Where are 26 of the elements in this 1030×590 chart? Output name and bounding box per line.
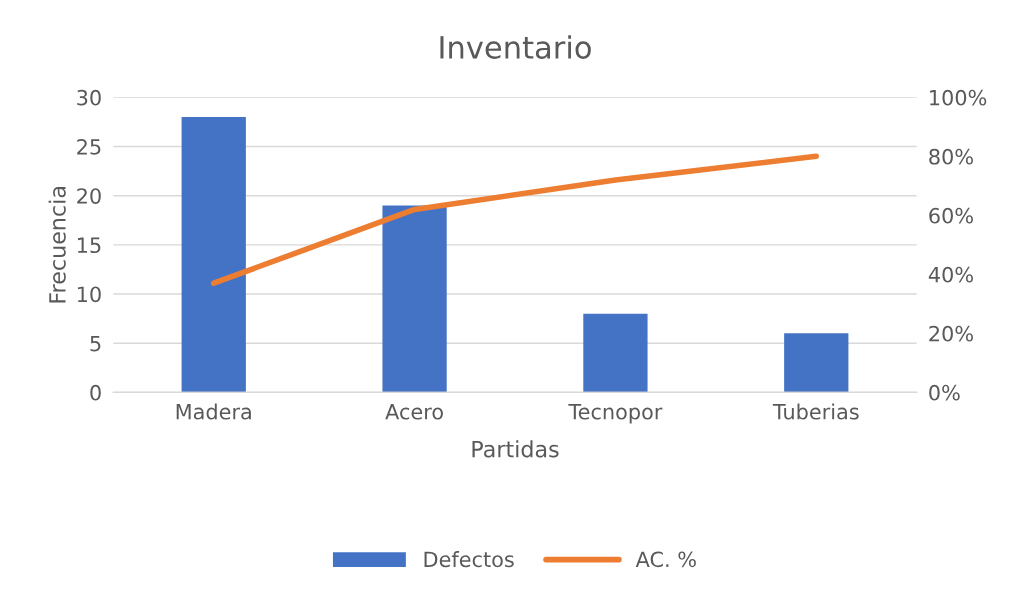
y2-tick-label: 40% <box>928 266 973 283</box>
y-axis-title: Frecuencia <box>48 187 66 303</box>
bar <box>181 117 246 393</box>
x-tick-label: Madera <box>176 403 251 420</box>
chart-title: Inventario <box>440 35 591 59</box>
y2-tick-label: 0% <box>929 384 960 401</box>
y-tick-label: 20 <box>77 188 101 204</box>
x-tick-label: Tuberias <box>772 403 859 420</box>
y-tick-label: 30 <box>77 89 101 106</box>
y2-tick-label: 20% <box>929 325 973 342</box>
y2-tick-label: 100% <box>930 89 987 106</box>
y-tick-label: 5 <box>90 335 101 352</box>
y2-tick-label: 80% <box>929 148 973 165</box>
x-tick-label: Tecnopor <box>568 404 663 424</box>
y-tick-label: 0 <box>90 384 101 401</box>
bar <box>382 205 447 393</box>
legend-label: AC. % <box>635 551 696 568</box>
bar <box>784 333 849 393</box>
x-tick-label: Acero <box>385 404 443 420</box>
legend-label: Defectos <box>424 551 514 568</box>
x-axis-title: Partidas <box>472 440 559 458</box>
y-tick-label: 25 <box>77 138 101 155</box>
bar <box>583 313 648 393</box>
y-tick-label: 15 <box>77 237 101 254</box>
y2-tick-label: 60% <box>929 207 973 224</box>
y-tick-label: 10 <box>77 286 101 303</box>
